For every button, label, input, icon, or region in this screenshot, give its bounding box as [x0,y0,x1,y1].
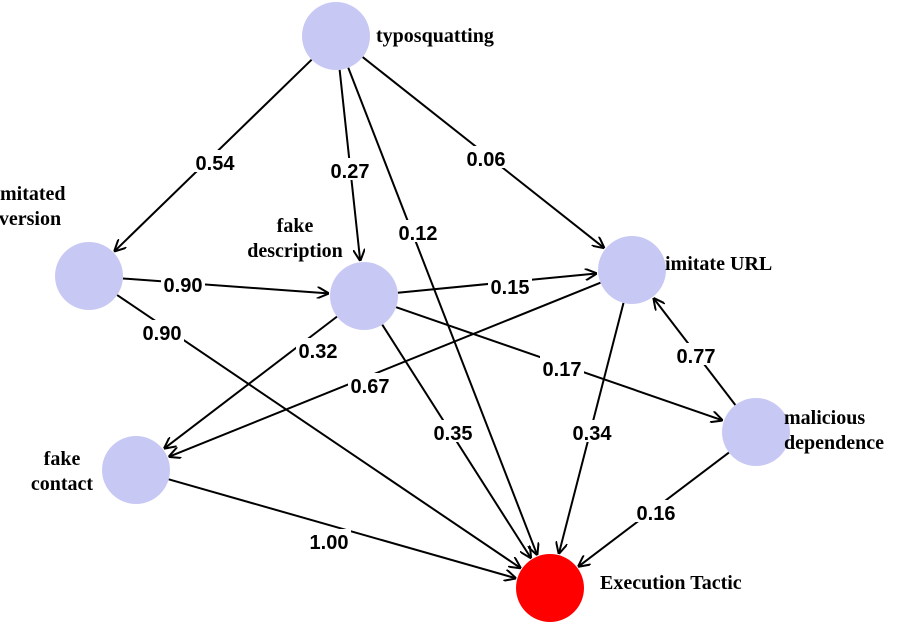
edge-weight-label: 0.90 [164,275,203,297]
edge-label-background [464,146,508,168]
node-label-execution-tactic: Execution Tactic [600,572,742,594]
node-label-fake-contact: contact [31,473,94,495]
nodes [55,2,790,622]
edge-imitated-version-to-fake-description [122,277,328,293]
node-fake-contact [102,436,170,504]
edge-weight-label: 0.16 [637,503,676,525]
node-imitate-url [598,236,666,304]
node-label-imitated-version: imitated [0,183,66,205]
edge-weight-label: 0.17 [543,359,582,381]
node-label-imitated-version: version [0,208,61,230]
edge-weight-label: 0.15 [491,277,530,299]
edge-weight-label: 0.32 [299,341,338,363]
edge-label-background [540,356,584,378]
node-labels: typosquatting imitated version fake descript… [0,25,884,594]
edge-label-background [161,272,205,294]
node-label-malicious-dependence: malicious [784,407,865,429]
edge-label-background [140,320,184,342]
edge-label-background [570,420,614,442]
edge-weight-label: 0.27 [331,161,370,183]
edge-imitate-url-to-fake-contact [169,281,601,457]
edge-label-background [634,500,678,522]
edge-weight-label: 0.54 [196,153,236,175]
node-label-malicious-dependence: dependence [784,432,884,454]
edge-imitated-version-to-execution-tactic [116,294,520,568]
edge-weight-label: 0.90 [143,323,182,345]
edge-typosquatting-to-execution-tactic [347,67,537,555]
edge-fake-contact-to-execution-tactic [168,478,516,578]
edge-weight-label: 0.12 [399,223,438,245]
edge-labels: 0.54 0.27 0.12 0.06 0.90 0.90 0.15 0.32 0.35 0.17… [140,146,718,554]
node-imitated-version [55,242,123,310]
node-fake-description [330,262,398,330]
node-label-fake-description: fake [277,215,314,237]
edge-fake-description-to-fake-contact [165,315,338,449]
edge-weight-label: 0.06 [467,149,506,171]
edge-label-background [307,529,351,551]
edge-label-background [488,274,532,296]
node-typosquatting [302,2,370,70]
edge-weight-label: 0.67 [351,376,390,398]
node-execution-tactic [516,554,584,622]
node-label-imitate-url: imitate URL [665,253,772,275]
node-label-fake-contact: fake [44,448,81,470]
node-label-fake-description: description [247,240,343,262]
edge-weight-label: 0.35 [434,423,473,445]
edge-label-background [193,150,237,172]
edges [115,56,737,578]
edge-label-background [328,158,372,180]
edge-label-background [348,373,392,395]
edge-weight-label: 0.77 [677,346,716,368]
edge-label-background [296,338,340,360]
edge-label-background [674,343,718,365]
edge-label-background [431,420,475,442]
edge-label-background [396,220,440,242]
edge-weight-label: 0.34 [573,423,613,445]
edge-weight-label: 1.00 [310,532,349,554]
node-label-typosquatting: typosquatting [376,25,494,47]
node-malicious-dependence [722,398,790,466]
